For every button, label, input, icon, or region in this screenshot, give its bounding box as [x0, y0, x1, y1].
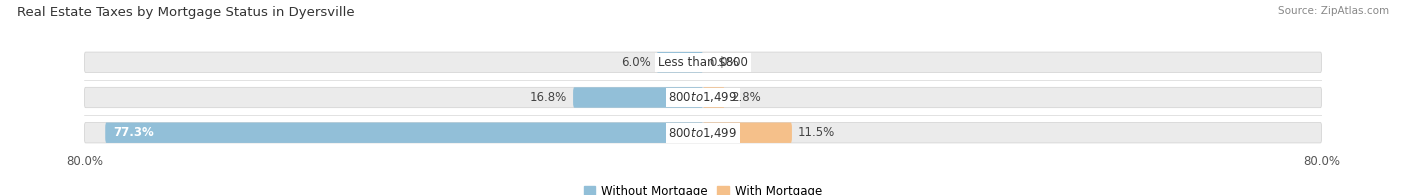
Text: Less than $800: Less than $800 [658, 56, 748, 69]
Text: $800 to $1,499: $800 to $1,499 [668, 90, 738, 105]
Legend: Without Mortgage, With Mortgage: Without Mortgage, With Mortgage [579, 181, 827, 195]
Text: 11.5%: 11.5% [799, 126, 835, 139]
FancyBboxPatch shape [84, 52, 1322, 73]
Text: 2.8%: 2.8% [731, 91, 761, 104]
Text: 0.0%: 0.0% [709, 56, 738, 69]
Text: 16.8%: 16.8% [530, 91, 567, 104]
Text: 6.0%: 6.0% [620, 56, 651, 69]
FancyBboxPatch shape [574, 87, 703, 108]
FancyBboxPatch shape [84, 122, 1322, 143]
Text: 77.3%: 77.3% [112, 126, 153, 139]
FancyBboxPatch shape [657, 52, 703, 73]
Text: Source: ZipAtlas.com: Source: ZipAtlas.com [1278, 6, 1389, 16]
Text: $800 to $1,499: $800 to $1,499 [668, 126, 738, 140]
FancyBboxPatch shape [105, 122, 703, 143]
Text: Real Estate Taxes by Mortgage Status in Dyersville: Real Estate Taxes by Mortgage Status in … [17, 6, 354, 19]
FancyBboxPatch shape [703, 87, 724, 108]
FancyBboxPatch shape [84, 87, 1322, 108]
FancyBboxPatch shape [703, 122, 792, 143]
